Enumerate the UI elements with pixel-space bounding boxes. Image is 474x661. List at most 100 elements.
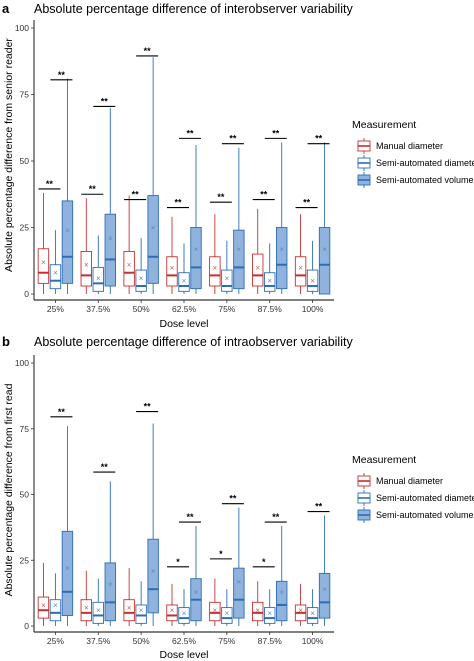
y-tick-label: 50: [20, 156, 30, 166]
x-tick-label: 25%: [47, 636, 64, 646]
box-mean-marker: ×: [225, 609, 230, 618]
box-body: [135, 604, 147, 624]
box-mean-marker: ×: [298, 606, 303, 615]
significance-label: *: [262, 557, 266, 567]
box-mean-marker: ×: [53, 269, 58, 278]
box-mean-marker: ×: [84, 604, 89, 613]
box-body: [252, 253, 264, 287]
box-mean-marker: ×: [225, 274, 230, 283]
x-tick-label: 62.5%: [172, 636, 197, 646]
box-mean-marker: ×: [310, 277, 315, 286]
box-body: [276, 227, 288, 290]
box-mean-marker: ×: [53, 601, 58, 610]
significance-label: **: [174, 198, 182, 208]
box-mean-marker: ×: [41, 601, 46, 610]
x-tick-label: 37.5%: [86, 304, 111, 314]
y-axis-label-b: Absolute percentage difference from firs…: [3, 383, 15, 596]
box-semi-automated-volume: ×: [147, 57, 159, 294]
significance-label: **: [101, 462, 109, 472]
y-tick-label: 25: [20, 223, 30, 233]
significance-label: **: [229, 494, 237, 504]
box-semi-automated-diameter: ×: [221, 240, 233, 294]
y-tick-label: 25: [20, 555, 30, 565]
box-body: [135, 269, 147, 292]
box-semi-automated-diameter: ×: [49, 573, 62, 626]
box-mean-marker: ×: [151, 567, 156, 576]
box-mean-marker: ×: [84, 261, 89, 270]
box-mean-marker: ×: [255, 263, 260, 272]
y-tick-label: 50: [20, 490, 30, 500]
box-semi-automated-volume: ×: [61, 78, 74, 294]
box-body: [61, 530, 74, 616]
box-mean-marker: ×: [96, 274, 101, 283]
box-semi-automated-volume: ×: [190, 145, 202, 294]
box-manual-diameter: ×: [80, 570, 92, 626]
significance-label: **: [272, 512, 280, 522]
legend-label: Semi-automated diameter: [376, 493, 474, 503]
y-axis-label-a: Absolute percentage difference from seni…: [3, 38, 15, 272]
significance-label: **: [272, 128, 280, 138]
y-tick-label: 75: [20, 424, 30, 434]
significance-label: **: [132, 190, 140, 200]
box-body: [92, 601, 104, 624]
box-manual-diameter: ×: [37, 562, 50, 626]
box-semi-automated-volume: ×: [61, 426, 74, 626]
x-tick-label: 75%: [218, 304, 235, 314]
box-semi-automated-diameter: ×: [178, 243, 190, 294]
significance-label: **: [260, 190, 268, 200]
box-manual-diameter: ×: [123, 568, 135, 626]
box-body: [49, 264, 62, 290]
box-body: [209, 256, 221, 287]
x-tick-label: 25%: [47, 304, 64, 314]
box-body: [318, 227, 331, 295]
box-mean-marker: ×: [194, 588, 199, 597]
box-semi-automated-diameter: ×: [264, 589, 276, 626]
box-semi-automated-diameter: ×: [92, 578, 104, 626]
box-body: [147, 538, 159, 614]
x-axis-label-b: Dose level: [159, 649, 208, 661]
box-semi-automated-diameter: ×: [135, 581, 147, 626]
box-semi-automated-volume: ×: [104, 107, 116, 294]
box-semi-automated-diameter: ×: [264, 243, 276, 294]
box-semi-automated-volume: ×: [318, 142, 331, 295]
box-body: [80, 250, 92, 287]
box-mean-marker: ×: [96, 606, 101, 615]
x-tick-label: 100%: [302, 636, 324, 646]
box-mean-marker: ×: [267, 277, 272, 286]
box-manual-diameter: ×: [37, 192, 50, 294]
significance-label: **: [89, 184, 97, 194]
box-body: [123, 250, 135, 287]
box-body: [276, 580, 288, 622]
chart-title-b: Absolute percentage difference of intrao…: [34, 335, 353, 349]
box-body: [178, 272, 190, 292]
box-manual-diameter: ×: [294, 583, 307, 626]
box-semi-automated-volume: ×: [190, 526, 202, 626]
box-mean-marker: ×: [255, 606, 260, 615]
significance-label: **: [144, 402, 152, 412]
significance-label: **: [186, 128, 194, 138]
box-body: [318, 572, 331, 619]
significance-label: *: [219, 549, 223, 559]
y-tick-label: 75: [20, 90, 30, 100]
box-body: [166, 256, 178, 287]
box-mean-marker: ×: [279, 245, 284, 254]
box-semi-automated-volume: ×: [233, 507, 245, 626]
box-semi-automated-diameter: ×: [306, 240, 319, 294]
box-body: [80, 599, 92, 622]
box-semi-automated-diameter: ×: [49, 230, 62, 294]
x-axis-label-a: Dose level: [159, 318, 208, 330]
box-mean-marker: ×: [310, 609, 315, 618]
significance-label: **: [58, 407, 66, 417]
x-tick-label: 87.5%: [258, 636, 283, 646]
box-body: [221, 607, 233, 624]
legend-a: Measurement Manual diameter Semi-automated…: [352, 119, 474, 188]
box-manual-diameter: ×: [209, 214, 221, 294]
box-mean-marker: ×: [182, 277, 187, 286]
x-tick-label: 75%: [218, 636, 235, 646]
significance-label: **: [58, 70, 66, 80]
box-body: [233, 567, 245, 619]
box-body: [37, 248, 50, 284]
significance-label: **: [315, 502, 323, 512]
box-manual-diameter: ×: [80, 198, 92, 294]
